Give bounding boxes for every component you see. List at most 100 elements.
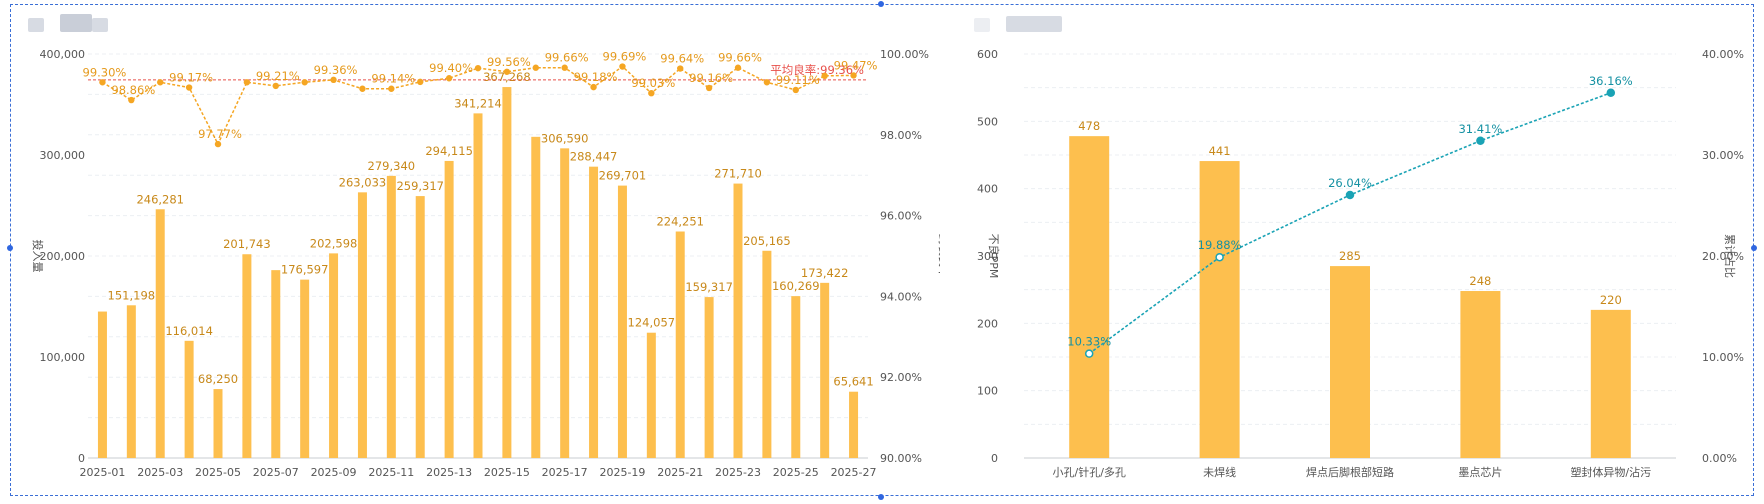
cumulative-value-label: 10.33% (1067, 335, 1111, 349)
chart-title-redacted (1006, 16, 1062, 32)
x-tick-label: 2025-27 (831, 466, 877, 479)
bar (155, 209, 165, 458)
x-tick-label: 2025-01 (79, 466, 125, 479)
yield-value-label: 99.17% (169, 71, 213, 85)
bar-value-label: 341,214 (454, 96, 502, 110)
y2-tick-label: 96.00% (880, 210, 922, 223)
yield-point (157, 79, 164, 86)
bar (589, 166, 599, 459)
bar-value-label: 116,014 (165, 324, 213, 338)
yield-point (792, 86, 799, 94)
bar-value-label: 224,251 (656, 215, 704, 229)
yield-value-label: 99.18% (574, 70, 618, 84)
x-tick-label: 2025-19 (599, 466, 645, 479)
yield-point (128, 96, 135, 104)
bar-value-label: 160,269 (772, 279, 820, 293)
yield-value-label: 99.03% (631, 76, 675, 90)
chart-title-redacted (92, 18, 108, 32)
y-tick-label: 0 (991, 452, 998, 465)
x-tick-label: 2025-25 (773, 466, 819, 479)
chart-title-redacted (60, 14, 92, 32)
y2-tick-label: 98.00% (880, 129, 922, 142)
bar (444, 160, 454, 458)
average-label: 平均良率:99.36% (770, 63, 864, 77)
yield-point (619, 63, 626, 70)
yield-line (102, 65, 854, 146)
chart-title-redacted (974, 18, 990, 32)
y-tick-label: 300,000 (40, 149, 86, 162)
resize-handle-left[interactable] (7, 245, 13, 251)
y2-tick-label: 0.00% (1702, 452, 1737, 465)
x-tick-label: 2025-05 (195, 466, 241, 479)
bar-value-label: 246,281 (136, 192, 184, 206)
yield-value-label: 99.14% (371, 72, 415, 86)
bar-value-label: 124,057 (628, 316, 676, 330)
bar-value-label: 65,641 (833, 375, 873, 389)
bar-value-label: 202,598 (310, 236, 358, 250)
bar (329, 253, 339, 458)
yield-value-label: 99.36% (314, 63, 358, 77)
bar-value-label: 279,340 (368, 159, 416, 173)
bar (502, 87, 512, 458)
bar-value-label: 269,701 (599, 169, 647, 183)
bar-value-label: 259,317 (396, 179, 444, 193)
yield-value-label: 99.66% (545, 51, 589, 65)
bar-value-label: 68,250 (198, 372, 238, 386)
y2-tick-label: 40.00% (1702, 48, 1744, 61)
yield-point (185, 84, 193, 91)
yield-point (243, 79, 251, 86)
yield-point (763, 79, 771, 86)
yield-value-label: 99.56% (487, 55, 531, 69)
yield-value-label: 99.47% (834, 58, 878, 72)
x-tick-label: 2025-17 (542, 466, 588, 479)
yield-point (821, 72, 828, 80)
cumulative-point (1345, 190, 1355, 200)
bar-value-label: 288,447 (570, 150, 618, 164)
bar (1199, 161, 1240, 458)
yield-value-label: 99.40% (429, 61, 473, 75)
bar (213, 389, 223, 458)
resize-handle-top[interactable] (878, 1, 884, 7)
bar (531, 136, 541, 458)
y2-axis-title: 累计占比 (1723, 234, 1737, 278)
yield-point (214, 140, 222, 148)
yield-value-label: 99.64% (660, 52, 704, 66)
yield-point (532, 64, 539, 71)
bar (357, 192, 367, 458)
resize-handle-bottom[interactable] (878, 494, 884, 500)
yield-point (301, 79, 308, 86)
y-tick-label: 400,000 (40, 48, 86, 61)
bar (97, 311, 107, 458)
x-tick-label: 2025-15 (484, 466, 530, 479)
yield-point (503, 68, 511, 75)
bar (617, 185, 627, 458)
yield-point (359, 85, 366, 92)
y2-tick-label: 94.00% (880, 290, 922, 303)
x-tick-label: 小孔/针孔/多孔 (1052, 465, 1125, 479)
bar-value-label: 306,590 (541, 131, 589, 145)
x-tick-label: 2025-13 (426, 466, 472, 479)
yield-point (590, 83, 597, 91)
bar (126, 305, 136, 458)
y2-tick-label: 10.00% (1702, 351, 1744, 364)
y-tick-label: 600 (977, 48, 998, 61)
yield-input-chart: 0 100,000 200,000 300,000 400,000 90.00% 92.00… (31, 48, 940, 479)
y-tick-label: 100,000 (40, 351, 86, 364)
bar (1460, 291, 1501, 458)
bar-value-label: 159,317 (685, 280, 733, 294)
bar (849, 391, 859, 458)
bar (704, 297, 714, 458)
resize-handle-right[interactable] (1751, 245, 1757, 251)
bar-value-label: 176,597 (281, 263, 329, 277)
cumulative-value-label: 36.16% (1589, 74, 1633, 88)
bar (762, 250, 772, 458)
y2-tick-label: 20.00% (1702, 250, 1744, 263)
cumulative-value-label: 26.04% (1328, 176, 1372, 190)
cumulative-point (1606, 88, 1616, 98)
yield-point (648, 89, 655, 97)
bar-value-label: 367,268 (483, 70, 531, 84)
y-axis-title: 投入量 (31, 240, 45, 273)
yield-value-label: 99.66% (718, 51, 762, 65)
y-tick-label: 300 (977, 250, 998, 263)
x-tick-label: 2025-09 (311, 466, 357, 479)
